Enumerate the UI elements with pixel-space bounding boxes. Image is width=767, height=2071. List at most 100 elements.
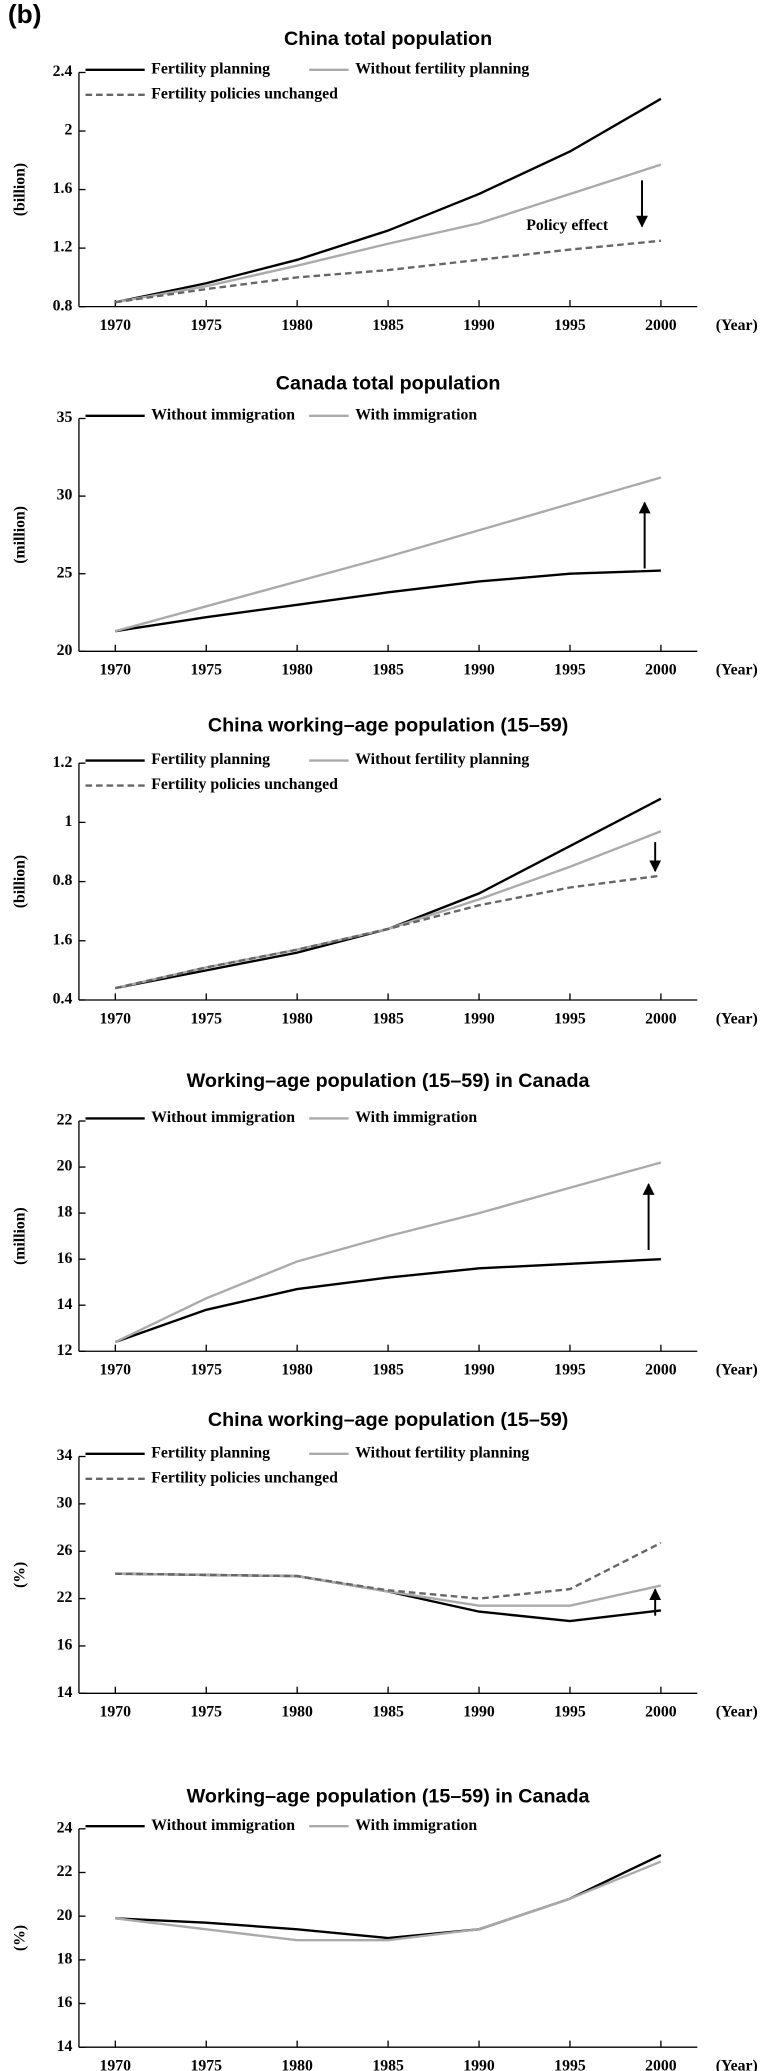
- series-line: [115, 239, 662, 304]
- legend-label: Fertility planning: [151, 751, 270, 768]
- series-line: [115, 163, 662, 304]
- y-tick-label: 20: [57, 1907, 73, 1924]
- legend-label: With immigration: [355, 406, 477, 423]
- x-tick-label: 1990: [463, 1010, 495, 1027]
- x-tick-label: 1985: [372, 2058, 404, 2071]
- x-tick-label: 1970: [100, 1704, 132, 1721]
- y-tick-label: 1.2: [53, 754, 73, 771]
- x-tick-label: 1980: [281, 2058, 313, 2071]
- legend-label: Without immigration: [151, 1109, 295, 1126]
- x-tick-label: 1985: [372, 1010, 404, 1027]
- x-tick-label: 1990: [463, 1704, 495, 1721]
- x-tick-label: 1995: [554, 1704, 586, 1721]
- legend-label: Without fertility planning: [355, 751, 529, 768]
- y-tick-label: 1.6: [53, 180, 73, 197]
- y-axis-label: (billion): [12, 163, 29, 216]
- y-tick-label: 25: [57, 564, 73, 581]
- x-tick-label: 1970: [100, 2058, 132, 2071]
- series-line: [115, 97, 662, 304]
- x-tick-label: 1975: [190, 1362, 222, 1379]
- series-line: [115, 830, 662, 990]
- x-tick-label: 1980: [281, 1704, 313, 1721]
- chart-title: Working–age population (15–59) in Canada: [187, 1070, 591, 1092]
- legend-label: Fertility planning: [151, 1444, 270, 1461]
- y-tick-label: 16: [57, 1250, 73, 1267]
- x-tick-label: 1970: [100, 1010, 132, 1027]
- series-line: [115, 1572, 662, 1623]
- y-tick-label: 0.8: [53, 297, 73, 314]
- y-axis-label: (million): [12, 1207, 29, 1265]
- y-tick-label: 35: [57, 409, 73, 426]
- series-line: [115, 1860, 662, 1942]
- chart-title: Canada total population: [276, 372, 501, 394]
- x-tick-label: 1995: [554, 2058, 586, 2071]
- x-axis-label: (Year): [716, 1704, 758, 1721]
- chart-title: China working–age population (15–59): [208, 1409, 568, 1431]
- x-tick-label: 1980: [281, 662, 313, 679]
- y-tick-label: 0.4: [53, 991, 73, 1008]
- y-tick-label: 30: [57, 1494, 73, 1511]
- x-tick-label: 1975: [190, 1704, 222, 1721]
- x-tick-label: 1975: [190, 317, 222, 334]
- x-tick-label: 2000: [645, 1362, 677, 1379]
- y-axis-label: (billion): [12, 855, 29, 908]
- y-axis-label: (%): [12, 1562, 29, 1588]
- legend-label: Fertility policies unchanged: [151, 85, 338, 102]
- y-axis-label: (%): [12, 1925, 29, 1951]
- y-tick-label: 20: [57, 1158, 73, 1175]
- x-axis-label: (Year): [716, 662, 758, 679]
- series-line: [114, 476, 662, 633]
- chart-title: China total population: [284, 28, 492, 50]
- y-tick-label: 14: [57, 1296, 73, 1313]
- x-tick-label: 1990: [463, 2058, 495, 2071]
- y-tick-label: 22: [57, 1112, 73, 1129]
- chart-title: China working–age population (15–59): [208, 715, 568, 737]
- x-tick-label: 1990: [463, 317, 495, 334]
- x-tick-label: 1990: [463, 662, 495, 679]
- y-tick-label: 18: [57, 1950, 73, 1967]
- y-tick-label: 16: [57, 1637, 73, 1654]
- legend-label: With immigration: [355, 1817, 477, 1834]
- series-line: [114, 1257, 661, 1344]
- x-axis-label: (Year): [716, 317, 758, 334]
- y-tick-label: 30: [57, 487, 73, 504]
- x-tick-label: 1975: [190, 1010, 222, 1027]
- y-tick-label: 12: [57, 1342, 73, 1359]
- series-line: [115, 874, 662, 990]
- x-tick-label: 1980: [281, 317, 313, 334]
- legend-label: Fertility planning: [151, 60, 270, 77]
- legend-label: Without fertility planning: [355, 1444, 529, 1461]
- y-tick-label: 1: [64, 813, 72, 830]
- x-tick-label: 1975: [190, 662, 222, 679]
- legend-label: With immigration: [355, 1109, 477, 1126]
- y-tick-label: 26: [57, 1542, 73, 1559]
- annotation: Policy effect: [526, 217, 609, 234]
- x-tick-label: 2000: [645, 1010, 677, 1027]
- x-axis-label: (Year): [716, 1362, 758, 1379]
- y-tick-label: 1.6: [53, 931, 73, 948]
- x-tick-label: 2000: [645, 2058, 677, 2071]
- x-tick-label: 1985: [372, 1362, 404, 1379]
- legend-label: Without immigration: [151, 1817, 295, 1834]
- x-tick-label: 1970: [100, 1362, 132, 1379]
- x-tick-label: 1995: [554, 662, 586, 679]
- panel-label: (b): [8, 0, 42, 29]
- x-axis-label: (Year): [716, 1010, 758, 1027]
- legend-label: Fertility policies unchanged: [151, 776, 338, 793]
- x-tick-label: 1990: [463, 1362, 495, 1379]
- y-tick-label: 24: [57, 1819, 73, 1836]
- x-tick-label: 1980: [281, 1362, 313, 1379]
- x-tick-label: 1970: [100, 662, 132, 679]
- series-line: [114, 1161, 662, 1344]
- x-tick-label: 1980: [281, 1010, 313, 1027]
- legend-label: Without immigration: [151, 406, 295, 423]
- x-tick-label: 2000: [645, 1704, 677, 1721]
- x-tick-label: 1995: [554, 1010, 586, 1027]
- y-axis-label: (million): [12, 506, 29, 564]
- legend-label: Without fertility planning: [355, 60, 529, 77]
- y-tick-label: 2: [64, 122, 72, 139]
- x-tick-label: 1970: [100, 317, 132, 334]
- x-axis-label: (Year): [716, 2058, 758, 2071]
- y-tick-label: 20: [57, 642, 73, 659]
